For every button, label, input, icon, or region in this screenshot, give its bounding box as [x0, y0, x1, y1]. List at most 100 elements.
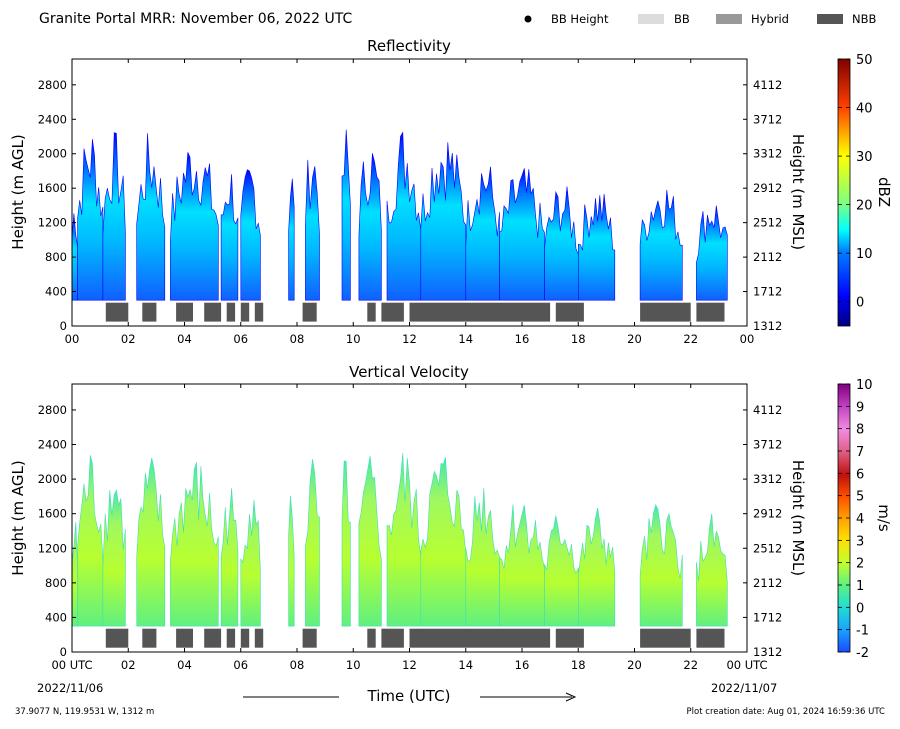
reflectivity-echo-column — [639, 189, 683, 301]
velocity-echo-column — [288, 495, 295, 627]
velocity-x-tick-label: 06 — [233, 658, 248, 672]
velocity-echo-column — [420, 457, 467, 627]
velocity-echo-column — [170, 462, 219, 627]
reflectivity-x-tick-label: 18 — [571, 332, 586, 346]
reflectivity-echo-column — [386, 131, 422, 301]
velocity-nbb-segment — [142, 628, 157, 648]
reflectivity-y-tick-label-right: 4112 — [753, 78, 782, 92]
velocity-y-tick-label-right: 1712 — [753, 610, 782, 624]
velocity-y-tick-label: 0 — [60, 645, 67, 659]
reflectivity-colorbar-label: dBZ — [875, 177, 893, 207]
velocity-colorbar-tick-label: 9 — [856, 400, 864, 415]
velocity-y-tick-label: 2000 — [38, 472, 67, 486]
velocity-x-tick-label: 02 — [121, 658, 136, 672]
reflectivity-y-tick-label-right: 3312 — [753, 147, 782, 161]
reflectivity-nbb-segment — [302, 302, 317, 322]
reflectivity-echo-column — [288, 178, 295, 301]
velocity-echo-column — [358, 455, 382, 627]
reflectivity-echo-column — [240, 169, 261, 301]
velocity-nbb-segment — [204, 628, 222, 648]
reflectivity-colorbar-tick-label: 10 — [856, 247, 873, 262]
velocity-echo-column — [220, 488, 239, 627]
reflectivity-nbb-segment — [254, 302, 264, 322]
velocity-x-tick-label: 08 — [290, 658, 305, 672]
reflectivity-y-tick-label-right: 1312 — [753, 319, 782, 333]
velocity-colorbar-tick-label: 2 — [856, 557, 864, 572]
reflectivity-colorbar — [837, 58, 851, 327]
velocity-echo-column — [240, 499, 261, 627]
reflectivity-y-tick-label: 2000 — [38, 147, 67, 161]
velocity-x-tick-label: 18 — [571, 658, 586, 672]
legend-label-bb-height: BB Height — [551, 12, 609, 26]
station-location: 37.9077 N, 119.9531 W, 1312 m — [15, 707, 154, 717]
reflectivity-echo-column — [696, 205, 728, 301]
reflectivity-echo-column — [341, 129, 351, 301]
velocity-x-tick-label: 00 UTC — [51, 658, 92, 672]
velocity-nbb-segment — [409, 628, 551, 648]
reflectivity-echo-column — [77, 139, 104, 301]
reflectivity-echo-column — [465, 166, 500, 301]
velocity-y-tick-label-right: 4112 — [753, 403, 782, 417]
velocity-plot-area — [72, 453, 728, 648]
bb-height-marker — [524, 15, 532, 23]
reflectivity-nbb-segment — [204, 302, 222, 322]
velocity-echo-column — [77, 455, 104, 627]
velocity-y-tick-label-right: 3712 — [753, 438, 782, 452]
velocity-colorbar-tick-label: 10 — [856, 378, 873, 393]
reflectivity-colorbar-tick-label: 0 — [856, 296, 864, 311]
velocity-colorbar-tick-label: 1 — [856, 579, 864, 594]
velocity-colorbar-label: m/s — [875, 504, 893, 532]
velocity-echo-column — [341, 460, 351, 627]
velocity-x-tick-label: 20 — [627, 658, 642, 672]
reflectivity-colorbar-tick-label: 40 — [856, 102, 873, 117]
velocity-nbb-segment — [381, 628, 404, 648]
velocity-echo-column — [136, 457, 166, 627]
velocity-y-tick-label-right: 2112 — [753, 576, 782, 590]
reflectivity-colorbar-tick-label: 30 — [856, 150, 873, 165]
velocity-y-tick-label-right: 1312 — [753, 645, 782, 659]
reflectivity-y-tick-label: 1600 — [38, 181, 67, 195]
velocity-y-tick-label: 400 — [45, 610, 67, 624]
legend-label-hybrid: Hybrid — [751, 12, 789, 26]
velocity-nbb-segment — [176, 628, 193, 648]
reflectivity-nbb-segment — [409, 302, 551, 322]
xlabel: Time (UTC) — [367, 687, 451, 705]
reflectivity-x-tick-label: 08 — [290, 332, 305, 346]
velocity-echo-column — [639, 503, 683, 627]
velocity-x-tick-label: 10 — [346, 658, 361, 672]
reflectivity-x-tick-label: 04 — [177, 332, 192, 346]
velocity-y-tick-label: 2800 — [38, 403, 67, 417]
velocity-echo-column — [499, 504, 545, 627]
velocity-colorbar-tick-label: -1 — [856, 624, 869, 639]
reflectivity-echo-column — [499, 168, 545, 301]
reflectivity-echo-column — [544, 186, 579, 301]
velocity-echo-column — [386, 453, 422, 627]
velocity-x-tick-label: 04 — [177, 658, 192, 672]
reflectivity-nbb-segment — [226, 302, 236, 322]
reflectivity-ylabel: Height (m AGL) — [9, 134, 27, 249]
reflectivity-y-tick-label-right: 1712 — [753, 285, 782, 299]
velocity-nbb-segment — [226, 628, 236, 648]
velocity-nbb-segment — [105, 628, 129, 648]
velocity-colorbar-tick-label: 4 — [856, 512, 864, 527]
velocity-colorbar-ticks: -2 -1 0 1 2 3 4 5 6 7 8 9 10 — [838, 378, 873, 661]
reflectivity-colorbar-tick-label: 20 — [856, 199, 873, 214]
reflectivity-y-tick-label: 400 — [45, 285, 67, 299]
velocity-y-tick-label: 1200 — [38, 541, 67, 555]
reflectivity-y-tick-label: 2400 — [38, 112, 67, 126]
reflectivity-x-tick-label: 06 — [233, 332, 248, 346]
reflectivity-nbb-segment — [696, 302, 725, 322]
figure-legend: BB Height BB Hybrid NBB — [524, 12, 876, 26]
reflectivity-x-tick-label: 10 — [346, 332, 361, 346]
reflectivity-echo-column — [170, 152, 219, 301]
velocity-nbb-segment — [302, 628, 317, 648]
velocity-echo-column — [102, 489, 126, 627]
reflectivity-nbb-segment — [640, 302, 691, 322]
reflectivity-nbb-segment — [555, 302, 584, 322]
reflectivity-colorbar-ticks: 0 10 20 30 40 50 — [838, 53, 873, 311]
reflectivity-plot-area — [72, 129, 728, 322]
hybrid-swatch — [716, 14, 742, 24]
reflectivity-nbb-segment — [381, 302, 404, 322]
velocity-x-tick-label: 22 — [683, 658, 698, 672]
